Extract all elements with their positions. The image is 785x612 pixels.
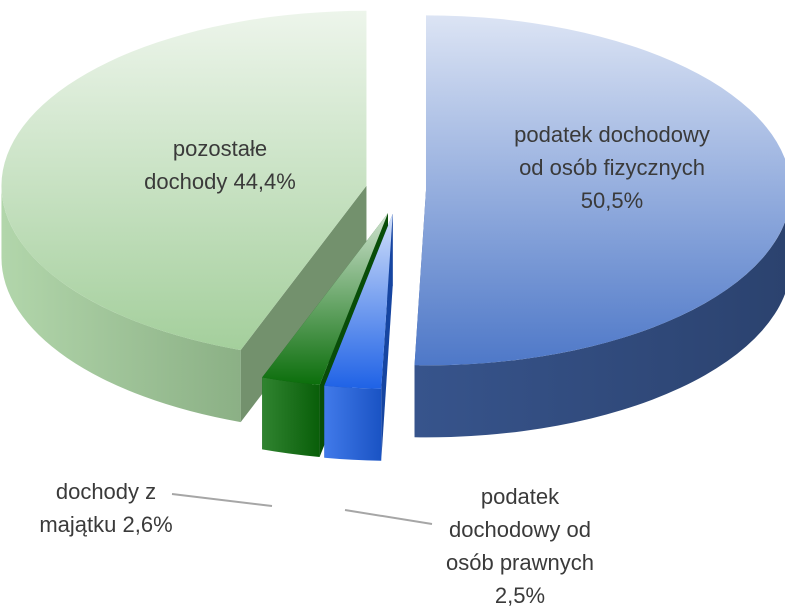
slice-wall	[324, 385, 382, 461]
slice-wall	[414, 221, 785, 438]
slice-side	[240, 185, 367, 423]
slice-label: pozostałe dochody 44,4%	[144, 136, 296, 194]
slice	[1, 10, 367, 351]
slice-label: podatek dochodowy od osób fizycznych 50,…	[514, 122, 710, 213]
leader-line	[171, 493, 273, 507]
leader-line	[344, 509, 433, 525]
slice-label: dochody z majątku 2,6%	[39, 479, 173, 537]
slice	[324, 213, 393, 389]
slice-wall	[1, 185, 241, 423]
slice	[414, 15, 785, 366]
slice-wall	[262, 377, 320, 458]
slice	[262, 213, 388, 386]
slice-label: podatek dochodowy od osób prawnych 2,5%	[446, 484, 594, 608]
